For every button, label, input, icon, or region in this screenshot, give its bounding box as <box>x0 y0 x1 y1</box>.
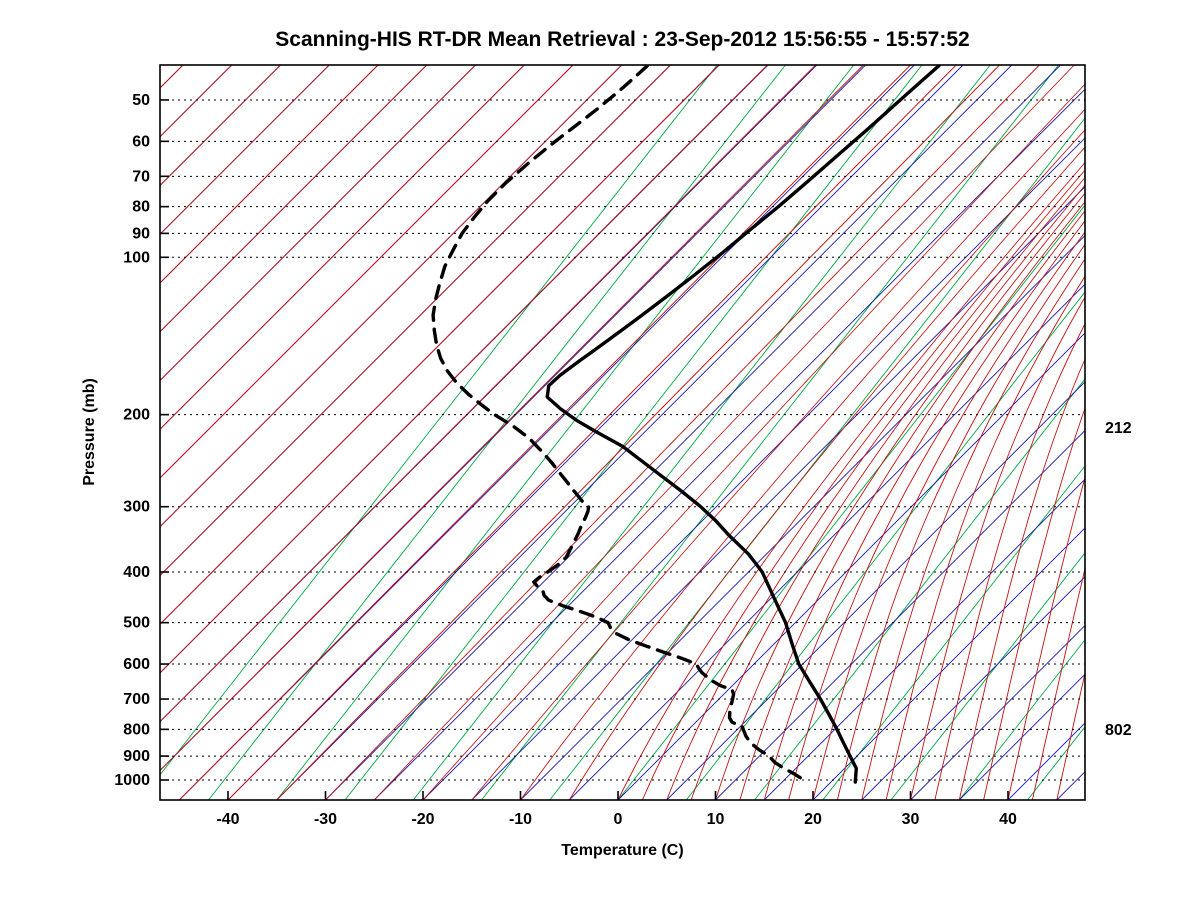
x-axis-label: Temperature (C) <box>561 842 684 859</box>
x-tick-label: -30 <box>314 811 337 828</box>
y-tick-label: 700 <box>123 691 150 708</box>
plot-area <box>160 65 1085 800</box>
right-pressure-annotation: 212 <box>1105 420 1132 437</box>
y-tick-label: 800 <box>123 721 150 738</box>
y-tick-label: 60 <box>132 133 150 150</box>
y-tick-label: 50 <box>132 92 150 109</box>
temperature-curve <box>545 65 941 784</box>
pressure-gridlines <box>160 99 1085 781</box>
x-tick-label: -10 <box>509 811 532 828</box>
y-tick-label: 70 <box>132 168 150 185</box>
y-tick-label: 300 <box>123 499 150 516</box>
plot-frame <box>159 64 1086 801</box>
y-tick-label: 400 <box>123 564 150 581</box>
x-tick-label: 30 <box>902 811 920 828</box>
x-tick-label: -40 <box>216 811 239 828</box>
x-tick-label: 40 <box>999 811 1017 828</box>
adiabat-curves <box>160 65 1085 800</box>
axis-tick-labels: -40 -30 -20 -10 0 10 20 30 40 50 60 70 80 90 100 200 300… <box>114 92 1131 828</box>
mixing-ratio-lines <box>160 65 1085 800</box>
x-tick-label: 0 <box>614 811 623 828</box>
y-tick-label: 600 <box>123 656 150 673</box>
chart-title: Scanning-HIS RT-DR Mean Retrieval : 23-S… <box>275 28 970 51</box>
axis-ticks <box>160 99 1009 800</box>
y-tick-label: 80 <box>132 199 150 216</box>
x-tick-label: 10 <box>707 811 725 828</box>
y-tick-label: 90 <box>132 225 150 242</box>
y-tick-label: 500 <box>123 615 150 632</box>
y-tick-label: 200 <box>123 407 150 424</box>
x-tick-label: -20 <box>411 811 434 828</box>
dew_point-curve <box>431 65 802 780</box>
y-tick-label: 100 <box>123 249 150 266</box>
right-pressure-annotation: 802 <box>1105 722 1132 739</box>
y-tick-label: 900 <box>123 748 150 765</box>
y-tick-label: 1000 <box>114 772 150 789</box>
x-tick-label: 20 <box>804 811 822 828</box>
